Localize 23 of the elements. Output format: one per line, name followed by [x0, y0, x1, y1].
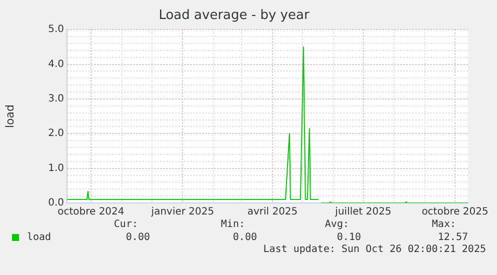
- text: Cur:: [114, 219, 138, 230]
- y-tick-label: 4.0: [48, 58, 64, 70]
- x-tick-label: janvier 2025: [150, 206, 214, 218]
- text: 0.10: [336, 232, 361, 243]
- text: Last update: Sun Oct 26 02:00:21 2025: [263, 244, 486, 255]
- y-tick-label: 5.0: [48, 24, 64, 36]
- y-tick-label: 2.0: [48, 128, 64, 140]
- x-tick-label: octobre 2025: [422, 206, 488, 218]
- y-axis-title: load: [3, 104, 16, 128]
- text: 0.00: [232, 232, 257, 243]
- x-tick-label: avril 2025: [247, 206, 298, 218]
- text: Avg:: [324, 219, 349, 230]
- y-tick-label: 0.0: [48, 198, 64, 209]
- chart-title: Load average - by year: [158, 8, 310, 24]
- text: 0.00: [126, 232, 150, 243]
- text: 12.57: [438, 232, 468, 243]
- text: Min:: [220, 219, 245, 230]
- y-tick-label: 3.0: [48, 94, 64, 105]
- y-tick-label: 1.0: [48, 162, 64, 174]
- text: Max:: [432, 219, 456, 230]
- x-tick-label: octobre 2024: [58, 206, 124, 218]
- legend-label: load: [27, 232, 52, 243]
- x-tick-label: juillet 2025: [334, 206, 392, 218]
